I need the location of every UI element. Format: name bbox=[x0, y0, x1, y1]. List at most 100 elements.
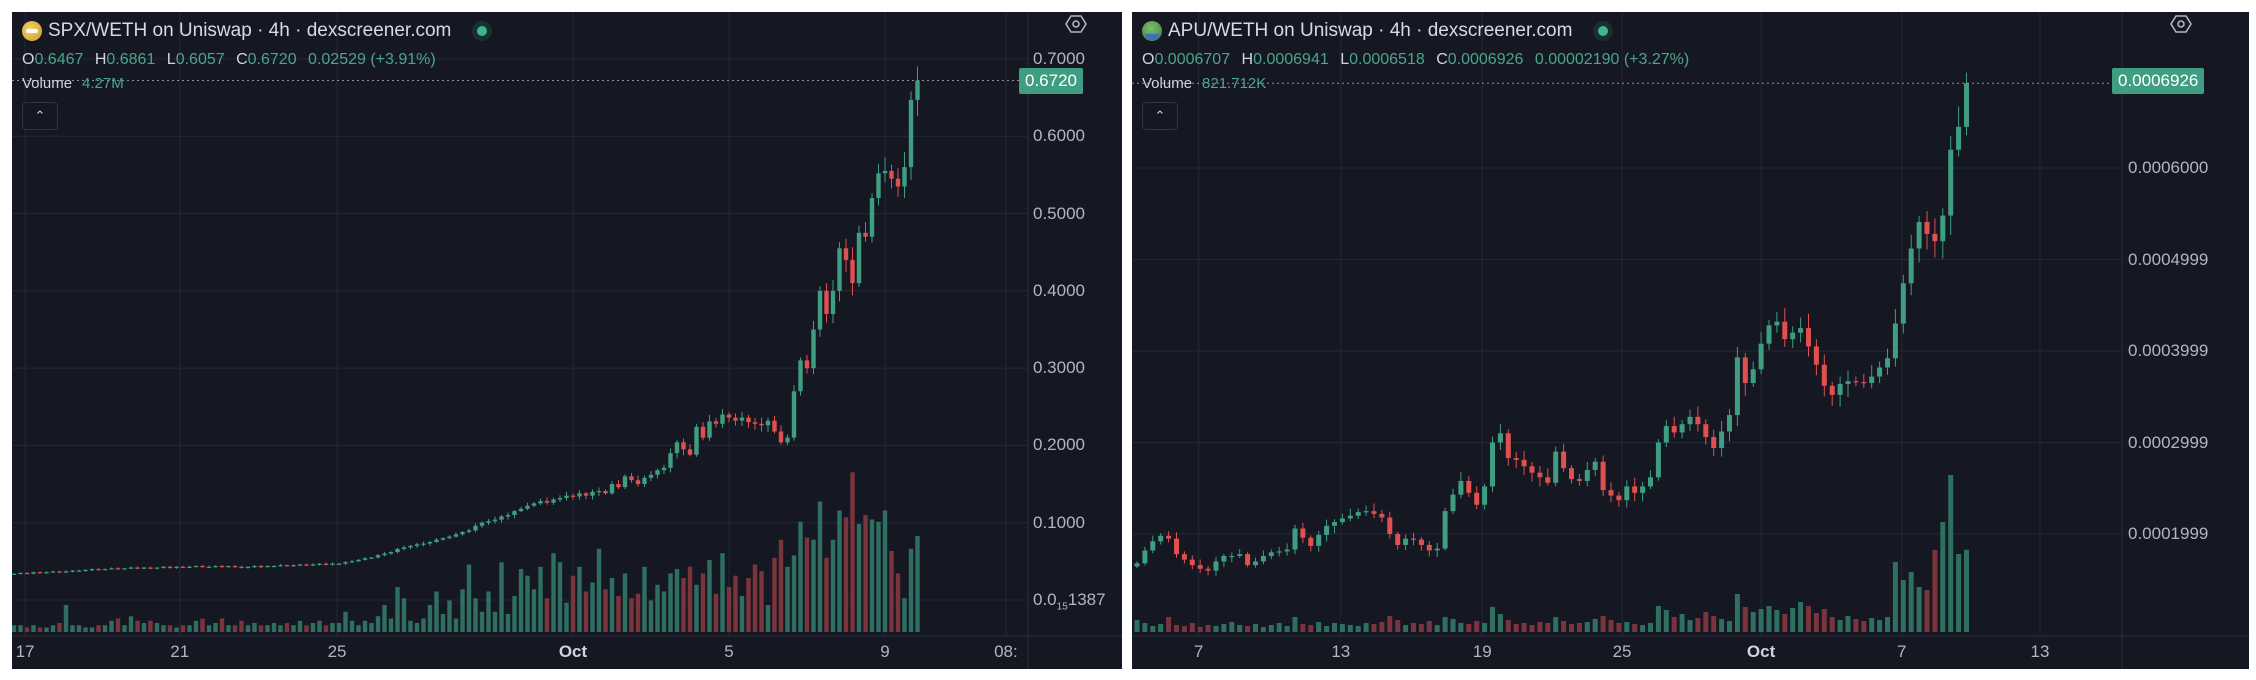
volume-bar bbox=[1300, 624, 1306, 632]
time-axis-label: 7 bbox=[1896, 642, 1907, 661]
candle-body bbox=[89, 569, 95, 571]
candle-body bbox=[1719, 431, 1725, 448]
candle-body bbox=[1742, 357, 1748, 384]
gear-icon[interactable] bbox=[2169, 12, 2193, 36]
time-axis-label: 19 bbox=[1472, 642, 1492, 661]
volume-bar bbox=[1711, 616, 1717, 632]
candle-body bbox=[1648, 477, 1653, 487]
volume-bar bbox=[733, 575, 738, 632]
candle-body bbox=[1458, 480, 1464, 495]
apu-chart-panel[interactable]: APU/WETH on Uniswap · 4h · dexscreener.c… bbox=[1132, 12, 2249, 669]
candle-body bbox=[1545, 477, 1551, 483]
candle-body bbox=[50, 571, 56, 573]
candle-body bbox=[1537, 472, 1543, 478]
high-label: H bbox=[1241, 51, 1254, 68]
high-value: 0.6861 bbox=[106, 51, 156, 68]
volume-bar bbox=[603, 589, 608, 632]
volume-bar bbox=[232, 625, 238, 632]
candle-body bbox=[1276, 551, 1282, 553]
volume-bar bbox=[1442, 617, 1448, 632]
candle-body bbox=[1371, 511, 1377, 514]
candle-body bbox=[232, 565, 238, 568]
volume-bar bbox=[265, 625, 270, 632]
candle-body bbox=[1640, 486, 1646, 493]
volume-bar bbox=[817, 501, 823, 632]
candle-body bbox=[1197, 565, 1203, 569]
volume-bar bbox=[1395, 620, 1401, 632]
volume-value: 821.712K bbox=[1202, 75, 1267, 92]
volume-bar bbox=[1260, 627, 1266, 632]
candle-body bbox=[44, 572, 49, 574]
volume-bar bbox=[1450, 619, 1456, 632]
volume-bar bbox=[1505, 620, 1511, 632]
candle-body bbox=[382, 553, 387, 556]
candle-body bbox=[629, 476, 634, 481]
volume-bar bbox=[1253, 624, 1258, 632]
volume-bar bbox=[304, 625, 309, 632]
volume-bar bbox=[1308, 625, 1314, 632]
candle-body bbox=[109, 568, 114, 570]
volume-bar bbox=[1806, 606, 1811, 632]
volume-bar bbox=[505, 614, 511, 632]
chart-legend: SPX/WETH on Uniswap · 4h · dexscreener.c… bbox=[22, 16, 488, 130]
volume-bar bbox=[1379, 622, 1385, 632]
candle-body bbox=[1829, 385, 1835, 395]
change-value: 0.00002190 (+3.27%) bbox=[1534, 51, 1690, 68]
candle-body bbox=[1877, 367, 1883, 377]
candle-body bbox=[1569, 468, 1574, 480]
volume-bar bbox=[1387, 616, 1393, 632]
candle-body bbox=[1434, 548, 1440, 551]
volume-bar bbox=[1403, 625, 1409, 632]
candle-body bbox=[1869, 376, 1875, 384]
time-axis-label: 9 bbox=[880, 642, 890, 661]
volume-bar bbox=[356, 625, 361, 632]
candle-body bbox=[746, 417, 751, 423]
volume-bar bbox=[1877, 620, 1883, 632]
volume-bar bbox=[1529, 625, 1535, 632]
time-axis-label: 25 bbox=[1612, 642, 1632, 661]
volume-bar bbox=[102, 625, 108, 632]
candle-body bbox=[557, 497, 563, 500]
candle-body bbox=[1695, 416, 1701, 425]
high-value: 0.0006941 bbox=[1253, 51, 1329, 68]
volume-bar bbox=[876, 521, 881, 632]
volume-bar bbox=[1798, 602, 1804, 632]
candle-body bbox=[284, 565, 290, 567]
candle-body bbox=[1442, 511, 1448, 549]
price-axis-label: 0.5000 bbox=[1033, 203, 1085, 223]
candle-body bbox=[1387, 517, 1393, 534]
candle-body bbox=[1924, 221, 1930, 234]
candle-body bbox=[102, 569, 108, 571]
volume-bar bbox=[726, 587, 732, 632]
spx-chart-panel[interactable]: SPX/WETH on Uniswap · 4h · dexscreener.c… bbox=[12, 12, 1122, 669]
volume-bar bbox=[466, 564, 472, 632]
apu-candlestick-chart[interactable] bbox=[1132, 12, 2249, 669]
candle-body bbox=[1837, 383, 1843, 395]
candle-body bbox=[252, 565, 257, 568]
collapse-legend-button[interactable]: ⌃ bbox=[1142, 102, 1178, 130]
candle-body bbox=[31, 572, 36, 574]
volume-bar bbox=[635, 593, 641, 632]
volume-bar bbox=[1655, 606, 1661, 632]
candle-body bbox=[349, 561, 355, 563]
candle-body bbox=[759, 423, 764, 426]
candle-body bbox=[135, 567, 140, 569]
volume-bar bbox=[213, 623, 218, 632]
gear-icon[interactable] bbox=[1064, 12, 1088, 36]
candle-body bbox=[1964, 83, 1969, 127]
volume-bar bbox=[1853, 619, 1859, 632]
candle-body bbox=[83, 569, 88, 572]
volume-bar bbox=[1150, 626, 1156, 632]
collapse-legend-button[interactable]: ⌃ bbox=[22, 102, 58, 130]
candle-body bbox=[1403, 538, 1409, 545]
candle-body bbox=[336, 563, 342, 565]
volume-bar bbox=[1727, 621, 1732, 632]
spx-candlestick-chart[interactable] bbox=[12, 12, 1122, 669]
volume-bar bbox=[187, 625, 192, 632]
volume-bar bbox=[1142, 623, 1148, 632]
candle-body bbox=[154, 567, 160, 569]
candle-body bbox=[739, 417, 745, 421]
volume-bar bbox=[1600, 616, 1606, 632]
volume-bar bbox=[245, 625, 251, 632]
candle-body bbox=[551, 499, 556, 503]
